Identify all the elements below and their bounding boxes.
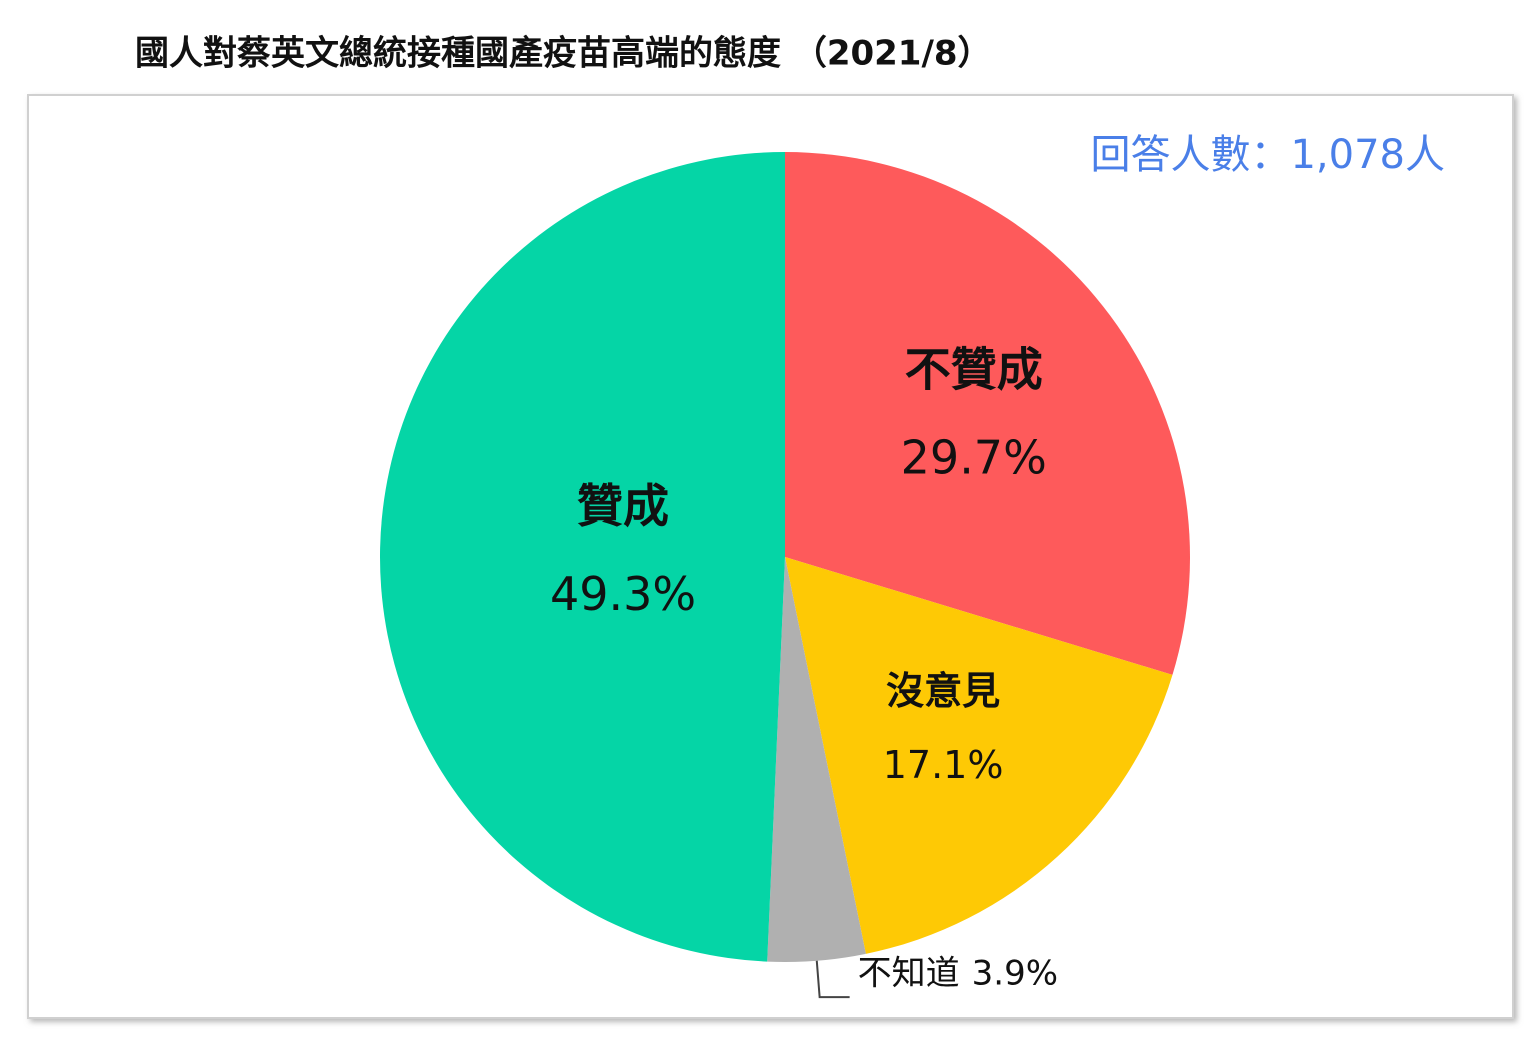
pie-slice: [767, 557, 866, 963]
pie-slice: [785, 152, 1190, 675]
slice-category-label: 贊成: [577, 479, 669, 533]
slice-value-label: 29.7%: [901, 431, 1047, 485]
slice-value-label: 49.3%: [550, 567, 696, 621]
pie-slice: [785, 557, 1173, 954]
pie-slice: [379, 152, 785, 962]
slice-value-label: 17.1%: [883, 743, 1004, 787]
annotation: 回答人數：1,078人: [1090, 132, 1445, 178]
slice-category-label: 不知道: [858, 954, 960, 994]
slice-category-label: 沒意見: [886, 669, 1000, 713]
leader-line: [815, 960, 850, 999]
chart-title: 國人對蔡英文總統接種國產疫苗高端的態度 （2021/8）: [135, 34, 992, 74]
slice-value-label: 3.9%: [972, 954, 1058, 994]
slice-category-label: 不贊成: [905, 343, 1043, 397]
